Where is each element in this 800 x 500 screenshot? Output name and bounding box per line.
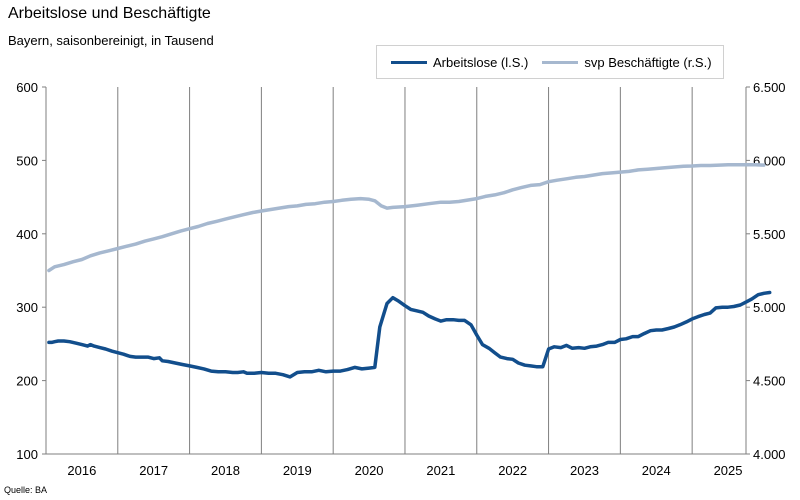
legend-swatch-arbeitslose — [391, 60, 427, 64]
x-tick-2020: 2020 — [355, 463, 384, 478]
y-right-tick-4.500: 4.500 — [753, 374, 786, 389]
x-tick-2018: 2018 — [211, 463, 240, 478]
x-tick-2017: 2017 — [139, 463, 168, 478]
x-tick-2019: 2019 — [283, 463, 312, 478]
chart-title: Arbeitslose und Beschäftigte — [8, 5, 211, 22]
x-tick-2024: 2024 — [642, 463, 671, 478]
y-left-tick-100: 100 — [16, 447, 38, 462]
y-left-tick-300: 300 — [16, 300, 38, 315]
y-left-tick-200: 200 — [16, 374, 38, 389]
y-right-tick-5.500: 5.500 — [753, 227, 786, 242]
y-left-tick-400: 400 — [16, 227, 38, 242]
x-tick-2023: 2023 — [570, 463, 599, 478]
legend-item-arbeitslose: Arbeitslose (l.S.) — [391, 55, 528, 70]
legend-swatch-beschaeftigte — [542, 60, 579, 64]
source-note: Quelle: BA — [4, 485, 48, 495]
y-right-tick-6.500: 6.500 — [753, 80, 786, 95]
y-left-tick-600: 600 — [16, 80, 38, 95]
y-right-tick-5.000: 5.000 — [753, 300, 786, 315]
x-tick-2016: 2016 — [67, 463, 96, 478]
y-right-tick-4.000: 4.000 — [753, 447, 786, 462]
x-tick-2025: 2025 — [714, 463, 743, 478]
series-line-beschaeftigte — [47, 163, 766, 273]
x-tick-2022: 2022 — [498, 463, 527, 478]
y-left-tick-500: 500 — [16, 153, 38, 168]
x-tick-2021: 2021 — [426, 463, 455, 478]
legend-label-beschaeftigte: svp Beschäftigte (r.S.) — [584, 54, 712, 70]
chart-subtitle: Bayern, saisonbereinigt, in Tausend — [8, 33, 214, 48]
legend-label-arbeitslose: Arbeitslose (l.S.) — [433, 54, 529, 70]
legend-item-beschaeftigte: svp Beschäftigte (r.S.) — [542, 54, 712, 70]
chart-legend: Arbeitslose (l.S.) svp Beschäftigte (r.S… — [376, 45, 724, 79]
series-line-arbeitslose — [47, 290, 772, 379]
